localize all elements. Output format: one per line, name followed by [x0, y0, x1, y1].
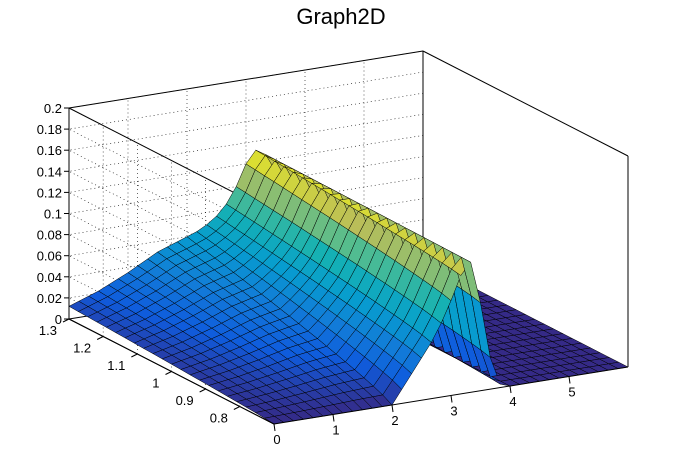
y-tick-label: 1 — [152, 376, 159, 391]
z-gridline — [68, 71, 424, 235]
y-tick-label: 1.1 — [107, 358, 125, 373]
y-tick-label: 1.2 — [73, 341, 91, 356]
x-tick-label: 3 — [450, 404, 457, 419]
y-tick-label: 0.8 — [210, 411, 228, 426]
z-tick-label: 0.12 — [37, 185, 62, 200]
y-tick-mark — [233, 406, 241, 410]
z-tick-label: 0.2 — [44, 101, 62, 116]
z-tick-label: 0.02 — [37, 291, 62, 306]
surface-mesh — [68, 149, 629, 425]
z-tick-label: 0.08 — [37, 228, 62, 243]
tick-labels: 0123450.80.911.11.21.300.020.040.060.080… — [37, 101, 576, 447]
x-tick-label: 2 — [391, 413, 398, 428]
y-tick-mark — [165, 371, 172, 375]
frame-edge-1 — [68, 50, 424, 109]
x-tick-label: 5 — [568, 385, 575, 400]
chart-title: Graph2D — [296, 4, 385, 29]
y-tick-label: 1.3 — [39, 323, 57, 338]
x-tick-mark — [450, 395, 453, 403]
z-tick-label: 0.1 — [44, 207, 62, 222]
x-tick-label: 1 — [332, 423, 339, 438]
z-gridline — [68, 50, 424, 214]
z-tick-label: 0.04 — [37, 270, 62, 285]
frame-edge-7 — [422, 50, 629, 157]
x-tick-mark — [273, 423, 276, 432]
x-tick-mark — [332, 414, 335, 422]
y-tick-mark — [131, 353, 138, 358]
z-tick-label: 0 — [55, 312, 62, 327]
y-tick-mark — [199, 388, 206, 393]
x-tick-mark — [509, 385, 512, 394]
x-tick-label: 0 — [273, 432, 280, 447]
x-tick-mark — [568, 376, 571, 384]
x-tick-label: 4 — [509, 394, 516, 409]
z-tick-label: 0.14 — [37, 164, 62, 179]
z-tick-label: 0.06 — [37, 249, 62, 264]
y-tick-mark — [96, 336, 104, 340]
y-tick-label: 0.9 — [176, 393, 194, 408]
z-tick-label: 0.16 — [37, 143, 62, 158]
x-tick-mark — [391, 404, 394, 413]
z-tick-label: 0.18 — [37, 122, 62, 137]
